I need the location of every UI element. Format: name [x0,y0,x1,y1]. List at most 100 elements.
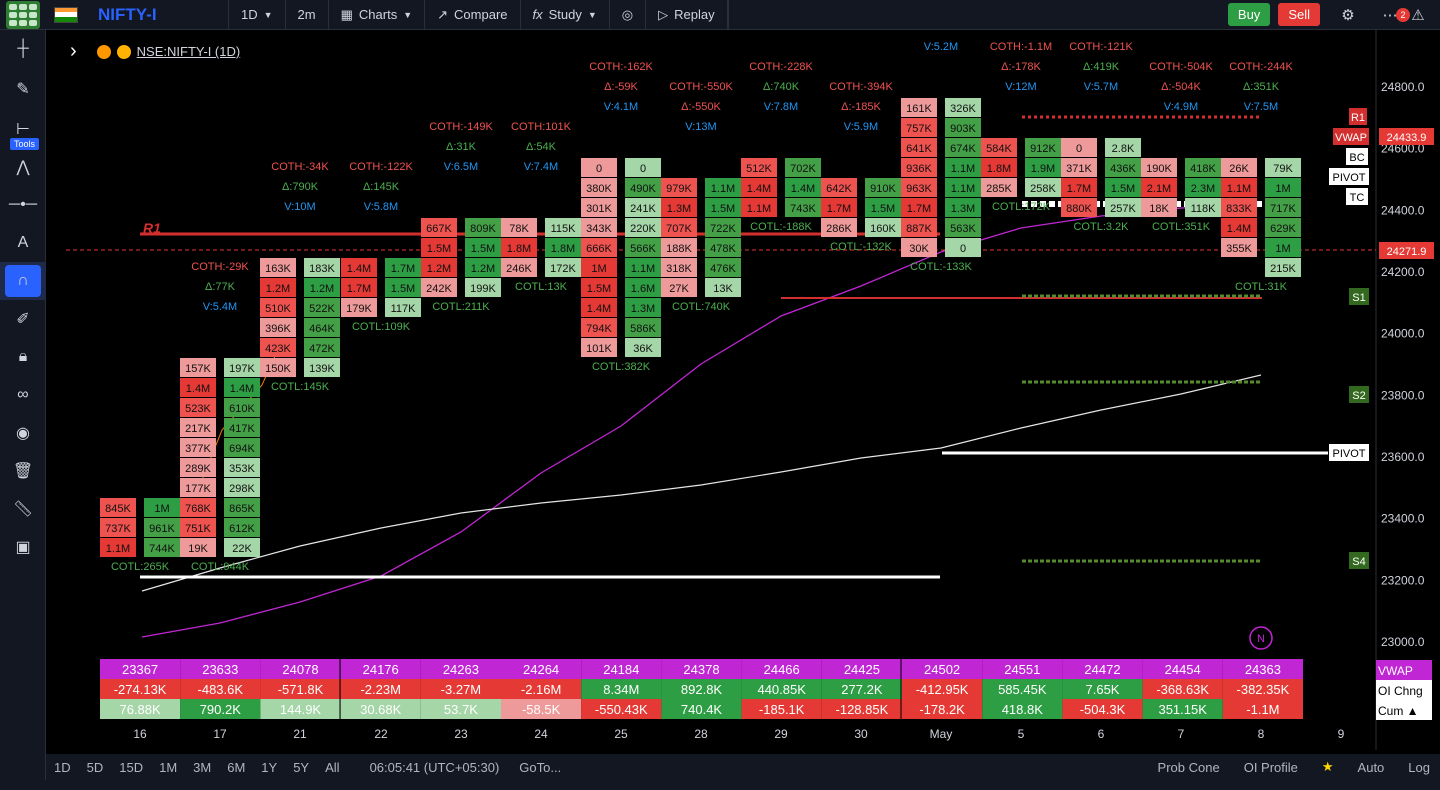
more-icon[interactable]: ⋯ [1382,6,1398,24]
buy-value: 743K [790,203,816,215]
sell-value: 1.8M [987,163,1011,175]
range-1d[interactable]: 1D [54,759,71,775]
oi-profile-button[interactable]: OI Profile [1243,759,1298,775]
sell-value: 1.1M [106,543,130,555]
buy-button[interactable]: Buy [1227,3,1271,26]
time-tick-label: 25 [614,727,628,741]
lock-tool[interactable]: 🔒︎ [0,338,46,376]
buy-cell [705,238,741,257]
goto-button[interactable]: GoTo... [519,759,562,775]
crosshair-tool[interactable]: ┼ [0,30,46,68]
buy-cell [1265,258,1301,277]
buy-cell [1265,158,1301,177]
buy-cell [144,498,180,517]
chart-canvas[interactable]: 24800.024600.024400.024200.024000.023800… [46,30,1440,750]
buy-cell [1265,238,1301,257]
buy-value: 418K [1190,163,1216,175]
visibility-tool[interactable]: ◉ [0,414,46,452]
app-logo[interactable] [0,0,46,30]
sell-value: 642K [826,183,852,195]
range-all[interactable]: All [325,759,340,775]
sell-value: 1.4M [347,263,371,275]
table-cell [260,659,341,679]
range-15d[interactable]: 15D [119,759,144,775]
sell-value: 667K [426,223,452,235]
table-cell [501,659,582,679]
gear-icon[interactable]: ⚙ [1341,6,1355,24]
delete-tool[interactable]: 🗑︎ [0,452,46,490]
clock-time[interactable]: 06:05:41 (UTC+05:30) [369,759,500,775]
star-icon[interactable]: ★ [1321,759,1334,774]
table-value: 144.9K [280,702,322,717]
collapse-chevron-icon[interactable]: › [70,40,77,62]
time-tick-label: 16 [133,727,147,741]
table-cell [420,679,501,699]
table-value: -58.5K [522,702,561,717]
sell-cell [260,258,296,277]
delta-label: Δ:31K [446,141,477,153]
sell-value: 794K [586,323,612,335]
sell-value: 641K [906,143,932,155]
sell-cell [661,258,697,277]
table-value: -1.1M [1246,702,1279,717]
sell-value: 19K [188,543,208,555]
table-cell [501,699,582,719]
sell-value: 584K [986,143,1012,155]
fork-tool[interactable]: ⊢ [0,110,46,148]
alert-icon[interactable]: ⚠ [1411,6,1425,24]
ruler-tool[interactable]: 📏︎ [0,490,46,528]
sell-cell [581,338,617,357]
camera-icon: ◎ [621,6,634,22]
screenshot-tool[interactable]: ▣ [0,528,46,566]
replay-button[interactable]: ▷ Replay [645,0,726,30]
symbol-link[interactable]: NSE:NIFTY-I (1D) [136,44,241,59]
text-tool[interactable]: A [0,224,46,262]
sell-cell [180,538,216,557]
buy-cell [945,218,981,237]
range-3m[interactable]: 3M [193,759,212,775]
auto-scale-button[interactable]: Auto [1357,759,1385,775]
study-button[interactable]: fx Study ▼ [519,0,609,30]
range-5d[interactable]: 5D [86,759,104,775]
table-cell [1142,679,1223,699]
range-6m[interactable]: 6M [227,759,246,775]
table-value: 24472 [1084,662,1120,677]
sell-cell [581,298,617,317]
s4-tag-bg [1349,552,1369,569]
range-1m[interactable]: 1M [159,759,178,775]
timeframe-button[interactable]: 2m [284,0,328,30]
table-cell [1142,699,1223,719]
cotl-label: COTL:265K [111,561,170,573]
magnet-tool[interactable]: ∩ [0,262,46,300]
table-value: 24264 [523,662,559,677]
charts-button[interactable]: ▦ Charts ▼ [327,0,425,30]
table-value: 351.15K [1158,702,1207,717]
table-value: 23633 [202,662,238,677]
time-axis: 16 17 21 22 23 24 25 28 29 30 May 5 6 7 8 9 [133,727,1344,741]
pattern-tool[interactable]: ⋀ [0,148,46,186]
line-tool[interactable]: ─•─ [0,186,46,224]
interval-select[interactable]: 1D ▼ [228,0,285,30]
sell-value: 371K [1066,163,1092,175]
link-tool[interactable]: ∞ [0,376,46,414]
camera-button[interactable]: ◎ [608,0,645,30]
currency-icon [116,44,131,59]
vwap-tag-bg [1333,128,1369,145]
range-1y[interactable]: 1Y [261,759,278,775]
delta-label: Δ:-185K [841,101,881,113]
buy-cell [1105,158,1141,177]
symbol-search[interactable]: NIFTY-I [98,4,157,24]
compare-button[interactable]: ↗ Compare [424,0,519,30]
buy-cell [705,178,741,197]
buy-value: 566K [630,243,656,255]
brush-tool[interactable]: ✐ [0,300,46,338]
table-value: 24184 [603,662,639,677]
range-5y[interactable]: 5Y [293,759,310,775]
table-cell [982,659,1063,679]
pencil-tool[interactable]: ✎ [0,70,46,108]
cotl-label: COTL:13K [515,281,568,293]
sell-button[interactable]: Sell [1278,3,1320,26]
log-scale-button[interactable]: Log [1408,759,1430,775]
buy-cell [224,398,260,417]
prob-cone-button[interactable]: Prob Cone [1157,759,1220,775]
